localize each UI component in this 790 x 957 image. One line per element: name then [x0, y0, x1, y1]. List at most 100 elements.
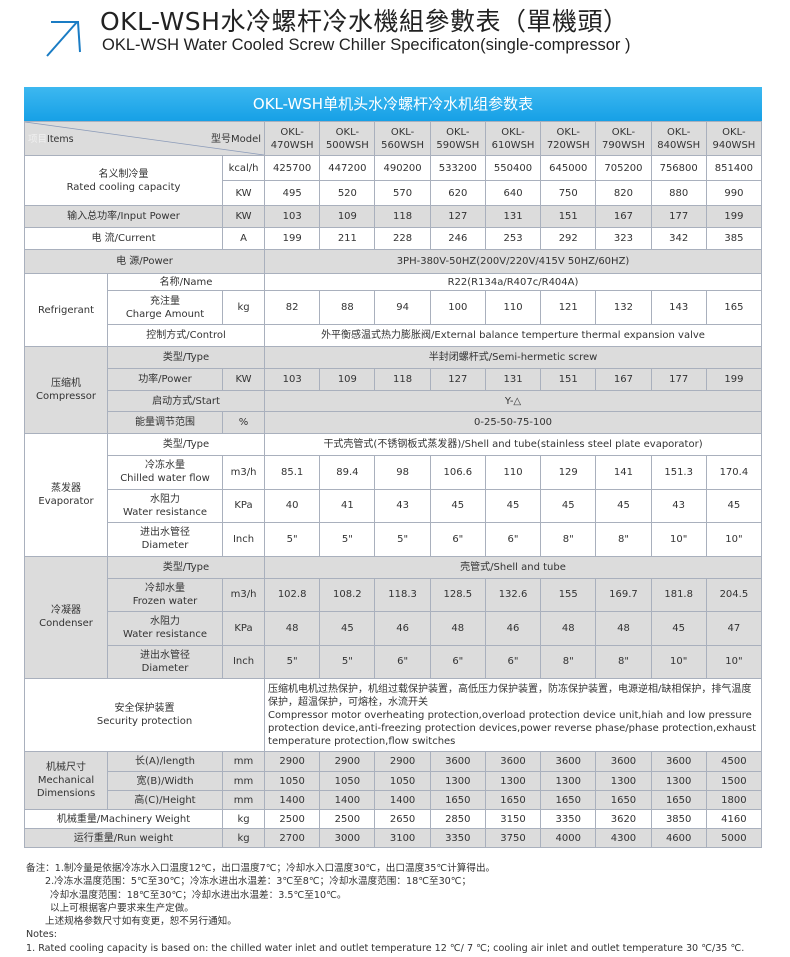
value-cell: 228 — [374, 227, 431, 250]
cell-text: 109 — [337, 374, 357, 385]
cell-text: 类型/Type — [162, 352, 210, 363]
value-cell: 199 — [705, 368, 763, 391]
cell-text: 228 — [393, 233, 413, 244]
value-cell: 100 — [429, 290, 486, 325]
value-cell: 177 — [650, 205, 707, 228]
row-run_weight: 运行重量/Run weight kg 2700 3000 3100 3350 3750 400… — [24, 828, 763, 848]
label-en: Dimensions — [36, 788, 96, 799]
cell-text: 6" — [452, 656, 464, 668]
model-prefix: OKL- — [556, 126, 580, 138]
cell-text: 8" — [562, 533, 574, 545]
label-cn: 安全保护装置 — [114, 703, 175, 714]
row-label: 高(C)/Height — [107, 790, 223, 810]
value-cell: 2900 — [374, 751, 431, 772]
cell-text: 电 流/Current — [91, 233, 156, 244]
cell-text: 45 — [506, 500, 520, 512]
cell-text: 151 — [558, 211, 578, 222]
value-cell: 43 — [374, 488, 431, 523]
cell-text: 170.4 — [719, 466, 749, 478]
value-cell: 620 — [429, 180, 486, 206]
cell-text: 181.8 — [664, 589, 693, 601]
label-en: Condenser — [39, 618, 93, 630]
row-width: 宽(B)/Width mm 1050 1050 1050 1300 1300 1300 1300… — [25, 771, 763, 791]
model-header: OKL- 470WSH — [264, 121, 321, 156]
cell-text: 46 — [506, 622, 520, 634]
cell-text: 1400 — [389, 794, 416, 806]
value-cell: 8" — [540, 644, 597, 679]
cell-text: 3620 — [610, 813, 637, 825]
cell-text: 1300 — [445, 775, 471, 787]
cell-text: 211 — [337, 233, 357, 244]
cell-text: 880 — [669, 187, 689, 199]
cell-text: mm — [233, 756, 254, 767]
cell-text: 109 — [337, 211, 357, 222]
cell-text: 6" — [452, 533, 464, 545]
cell-text: R22(R134a/R407c/R404A) — [447, 276, 579, 288]
cell-text: 1500 — [721, 775, 747, 787]
row-label: 水阻力 Water resistance — [107, 611, 223, 646]
unit-cell: Inch — [221, 644, 266, 679]
cell-text: 3000 — [334, 832, 361, 844]
cell-text: Y-△ — [504, 395, 522, 407]
group-label: 压缩机 Compressor — [24, 346, 108, 434]
unit-cell: m3/h — [221, 577, 266, 612]
notes: 备注：1.制冷量是依据冷冻水入口温度12℃，出口温度7℃；冷却水入口温度30℃，… — [26, 862, 744, 955]
row-condenser-flow: 冷却水量 Frozen water m3/h 102.8 108.2 118.3 128.5… — [25, 577, 763, 612]
cell-text: 10" — [725, 533, 743, 545]
value-cell: 45 — [650, 611, 707, 646]
row-power-supply: 电 源/Power 3PH-380V-50HZ(200V/220V/415V 50… — [23, 249, 762, 274]
cell-text: A — [240, 233, 247, 244]
row-condenser-resistance: 水阻力 Water resistance KPa 48 45 46 48 46 48 48 45 47 — [25, 611, 763, 646]
cell-text: 2500 — [279, 813, 305, 825]
row-label: 机械重量/Machinery Weight — [24, 809, 223, 829]
cell-text: 高(C)/Height — [134, 794, 196, 806]
model-prefix: OKL- — [335, 126, 360, 138]
value-cell: 490200 — [374, 155, 431, 181]
cell-text: 1650 — [665, 794, 692, 806]
cell-text: 10" — [670, 533, 688, 545]
row-label: 充注量 Charge Amount — [107, 290, 223, 325]
label-en: Evaporator — [38, 495, 94, 507]
value-cell: 2500 — [264, 809, 321, 829]
value-cell: 151.3 — [650, 455, 707, 490]
cell-text: 98 — [396, 466, 409, 478]
unit-cell: KW — [221, 368, 266, 391]
value-cell: 45 — [429, 488, 486, 523]
value-cell: 2500 — [319, 809, 376, 829]
value-cell: 45 — [319, 611, 376, 646]
row-machinery_weight: 机械重量/Machinery Weight kg 2500 2500 2650 2850 3… — [24, 809, 763, 829]
cell-text: 6" — [507, 533, 519, 545]
cell-text: 167 — [613, 374, 633, 385]
row-evaporator-type: 蒸发器 Evaporator 类型/Type 干式壳管式(不锈钢板式蒸发器)/Shel… — [24, 433, 762, 557]
unit-cell: kg — [221, 828, 266, 848]
cell-text: 121 — [558, 302, 578, 313]
cell-text: 1650 — [500, 794, 526, 806]
label-cn: 冷却水量 — [145, 582, 185, 594]
cell-text: 2900 — [334, 756, 361, 767]
label-cn: 进出水管径 — [140, 649, 190, 661]
group-label: 蒸发器 Evaporator — [24, 433, 108, 557]
value-cell: 3350 — [540, 809, 597, 829]
value-cell: 46 — [374, 611, 431, 646]
cell-text: mm — [233, 794, 254, 806]
row-condenser-diameter: 进出水管径 Diameter Inch 5" 5" 6" 6" 6" 8" 8" 10" 10" — [25, 644, 763, 679]
value-cell: 167 — [595, 205, 652, 228]
value-cell: 5" — [319, 644, 376, 679]
value-cell: 10" — [650, 644, 707, 679]
value-cell: 5" — [264, 522, 321, 557]
value-cell: 645000 — [540, 155, 597, 181]
cell-text: 控制方式/Control — [146, 330, 226, 341]
cell-text: 447200 — [328, 162, 367, 174]
cell-text: 43 — [396, 500, 409, 512]
cell-text: 151 — [558, 374, 578, 385]
cell-text: 88 — [340, 302, 354, 313]
unit-cell: KW — [221, 205, 266, 228]
value-cell: 705200 — [595, 155, 652, 181]
cell-text: 127 — [448, 211, 468, 222]
value-cell: 121 — [540, 290, 597, 325]
cell-text: 103 — [282, 211, 302, 222]
note-cn-5: 上述规格参数尺寸如有变更，恕不另行通知。 — [45, 916, 237, 928]
cell-text: 47 — [727, 622, 741, 634]
cell-text: KW — [235, 187, 252, 199]
model-code: 470WSH — [270, 139, 314, 151]
